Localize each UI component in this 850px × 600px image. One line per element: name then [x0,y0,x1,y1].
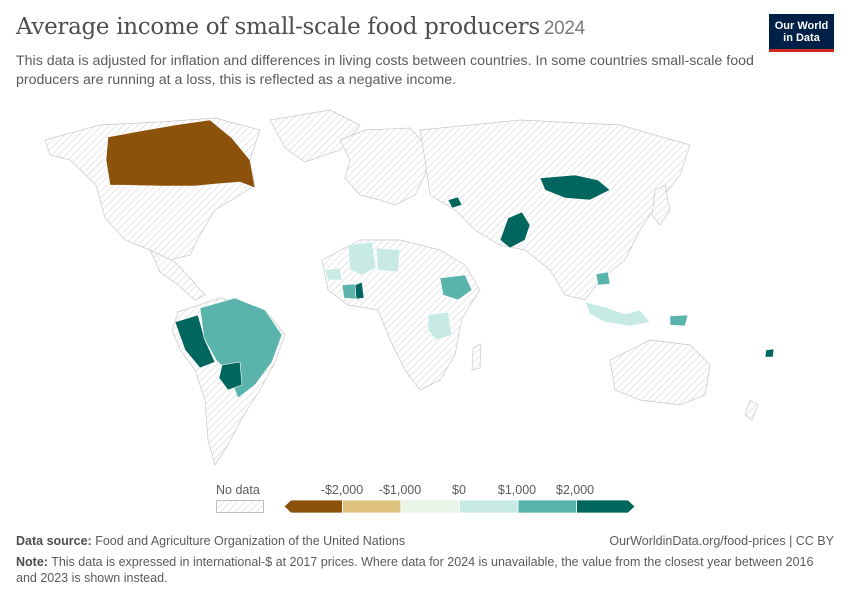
legend-bin-5 [576,499,636,514]
region-canada[interactable] [105,119,256,189]
region-armenia[interactable] [447,196,463,209]
region-tanzania[interactable] [427,311,453,341]
note-text: This data is expressed in international-… [16,555,814,585]
land-central-america [149,249,206,301]
legend-bin-3 [459,499,519,514]
legend: No data -$2,000 -$1,000 $0 $1,000 $2,000 [0,480,850,520]
land-africa [321,239,481,391]
source-text: Food and Agriculture Organization of the… [95,534,406,548]
region-cambodia[interactable] [595,271,611,286]
legend-bin-1 [342,499,402,514]
legend-tick-neg2000: -$2,000 [320,483,364,497]
chart-title: Average income of small-scale food produ… [16,14,585,40]
owid-logo[interactable]: Our World in Data [769,14,834,52]
region-paraguay[interactable] [218,361,243,391]
region-mongolia[interactable] [539,174,611,201]
legend-bin-4 [517,499,577,514]
region-mali[interactable] [347,241,377,276]
logo-accent-bar [769,49,834,52]
title-year: 2024 [543,18,585,39]
land-japan [651,184,671,226]
region-brazil[interactable] [199,297,283,399]
region-pakistan[interactable] [499,211,531,249]
world-map[interactable] [0,100,850,475]
region-fiji[interactable] [764,348,775,358]
land-new-zealand [744,399,759,421]
legend-tick-1000: $1,000 [497,483,537,497]
legend-color-scale [283,499,636,514]
data-regions[interactable] [105,119,775,399]
region-timor-leste[interactable] [669,314,689,327]
legend-no-data-swatch [216,500,264,513]
legend-tick-neg1000: -$1,000 [378,483,422,497]
land-europe [339,127,431,206]
chart-url[interactable]: OurWorldinData.org/food-prices | CC BY [609,534,834,548]
chart-subtitle: This data is adjusted for inflation and … [16,53,754,88]
legend-bin-0 [283,499,343,514]
chart-note: Note: This data is expressed in internat… [16,554,816,586]
region-cote-divoire[interactable] [341,283,357,300]
region-guinea[interactable] [324,267,343,281]
legend-bin-2 [400,499,460,514]
source-label: Data source: [16,534,92,548]
region-ethiopia[interactable] [439,274,473,301]
land-madagascar [471,343,482,371]
legend-tick-2000: $2,000 [555,483,595,497]
logo-line2: in Data [783,32,820,44]
land-australia [609,339,711,406]
region-peru[interactable] [174,314,216,369]
logo-line1: Our World [774,20,829,32]
data-source: Data source: Food and Agriculture Organi… [16,534,834,548]
title-row: Average income of small-scale food produ… [16,14,756,40]
region-niger[interactable] [375,247,401,273]
legend-no-data-label: No data [216,483,260,497]
land-asia [419,119,691,301]
region-indonesia[interactable] [584,301,651,327]
land-greenland [269,109,361,163]
legend-tick-zero: $0 [452,483,466,497]
note-label: Note: [16,555,48,569]
